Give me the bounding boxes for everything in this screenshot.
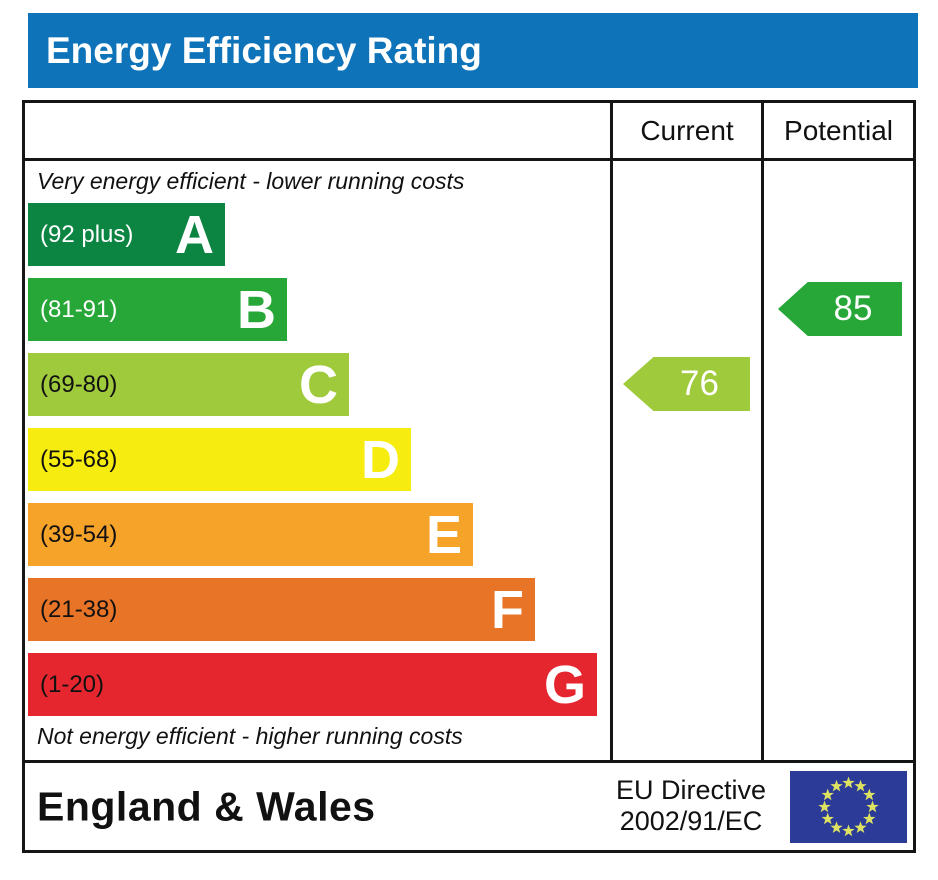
band-row-c: (69-80) C	[28, 353, 349, 416]
current-column-header: Current	[640, 114, 734, 146]
footer-row: England & Wales EU Directive 2002/91/EC	[25, 763, 913, 850]
potential-rating-value: 85	[833, 289, 873, 328]
band-row-d: (55-68) D	[28, 428, 411, 491]
band-range-label: (39-54)	[40, 520, 118, 548]
epc-rating-table: Current Potential Very energy efficient …	[22, 100, 916, 853]
band-row-g: (1-20) G	[28, 653, 597, 716]
band-range-label: (69-80)	[40, 370, 118, 398]
eu-flag-icon	[790, 771, 907, 843]
bottom-note: Not energy efficient - higher running co…	[37, 723, 463, 749]
band-row-f: (21-38) F	[28, 578, 535, 641]
column-divider-current	[610, 103, 613, 763]
eu-directive-label: EU Directive 2002/91/EC	[593, 775, 789, 839]
band-letter: D	[361, 430, 400, 490]
band-letter: A	[175, 205, 214, 265]
band-range-label: (1-20)	[40, 670, 105, 698]
band-row-e: (39-54) E	[28, 503, 473, 566]
band-letter: B	[237, 280, 276, 340]
column-divider-potential	[761, 103, 764, 763]
current-rating-value: 76	[680, 364, 719, 403]
title-bar: Energy Efficiency Rating	[28, 13, 918, 88]
band-row-b: (81-91) B	[28, 278, 287, 341]
potential-rating-arrow: 85	[778, 282, 902, 336]
page-title: Energy Efficiency Rating	[46, 29, 482, 71]
footer-divider	[25, 760, 913, 763]
band-range-label: (55-68)	[40, 445, 118, 473]
eu-directive-line2: 2002/91/EC	[619, 806, 763, 837]
current-rating-arrow: 76	[623, 357, 750, 411]
region-label: England & Wales	[37, 783, 376, 829]
header-divider	[25, 158, 913, 161]
eu-directive-line1: EU Directive	[615, 774, 767, 805]
band-range-label: (92 plus)	[40, 220, 134, 248]
potential-column-header: Potential	[784, 114, 893, 146]
band-letter: G	[543, 655, 586, 715]
band-letter: C	[299, 355, 338, 415]
top-note: Very energy efficient - lower running co…	[37, 168, 465, 194]
band-letter: F	[491, 580, 524, 640]
band-row-a: (92 plus) A	[28, 203, 225, 266]
band-range-label: (81-91)	[40, 295, 118, 323]
band-range-label: (21-38)	[40, 595, 118, 623]
band-letter: E	[425, 505, 462, 565]
